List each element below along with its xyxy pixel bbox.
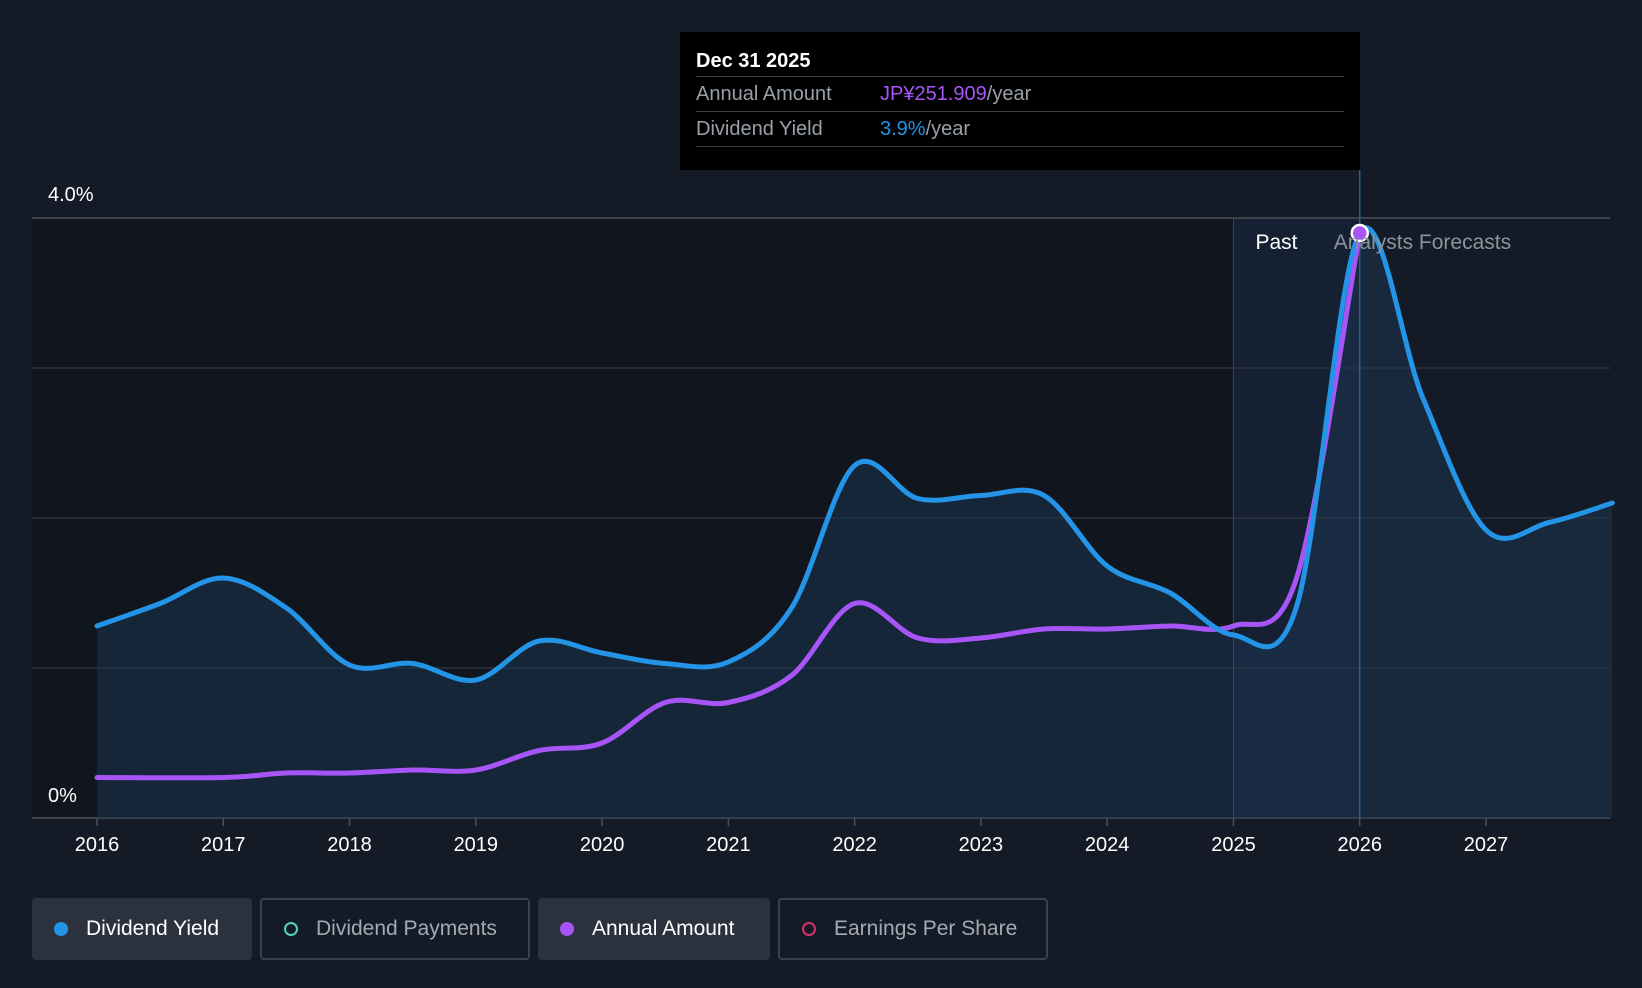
x-axis: 2016 2017 2018 2019 2020 2021 2022 2023 2024 2025… <box>75 818 1509 856</box>
legend-earnings-per-share[interactable]: Earnings Per Share <box>778 898 1048 960</box>
legend-dividend-payments-label: Dividend Payments <box>316 917 497 940</box>
tooltip-annual-amount-label: Annual Amount <box>696 83 832 105</box>
dividend-yield-line[interactable] <box>94 225 1615 683</box>
legend-earnings-per-share-label: Earnings Per Share <box>834 917 1018 940</box>
x-tick-label: 2024 <box>1085 834 1130 856</box>
x-tick-label: 2017 <box>201 834 246 856</box>
legend-dividend-payments-dot <box>284 922 298 936</box>
tooltip-annual-amount-unit: /year <box>986 83 1032 105</box>
annual-amount-line[interactable] <box>94 230 1363 781</box>
x-tick-label: 2020 <box>580 834 625 856</box>
x-tick-label: 2022 <box>832 834 877 856</box>
x-tick-label: 2023 <box>959 834 1004 856</box>
tooltip-annual-amount-row: Annual Amount JP¥251.909 /year <box>696 77 1344 112</box>
x-tick-label: 2027 <box>1464 834 1509 856</box>
legend-annual-amount[interactable]: Annual Amount <box>538 898 770 960</box>
legend-dividend-yield[interactable]: Dividend Yield <box>32 898 252 960</box>
x-tick-label: 2021 <box>706 834 751 856</box>
tooltip-dividend-yield-value: 3.9% <box>880 118 926 140</box>
legend-dividend-payments[interactable]: Dividend Payments <box>260 898 530 960</box>
x-tick-label: 2025 <box>1211 834 1256 856</box>
y-tick-label-bottom: 0% <box>48 785 77 807</box>
legend-dividend-yield-dot <box>54 922 68 936</box>
past-label: Past <box>1255 231 1297 254</box>
legend-annual-amount-label: Annual Amount <box>592 917 735 940</box>
y-tick-label-top: 4.0% <box>48 184 94 206</box>
tooltip-dividend-yield-label: Dividend Yield <box>696 118 823 140</box>
legend-dividend-yield-label: Dividend Yield <box>86 917 220 940</box>
highlight-marker[interactable] <box>1350 223 1369 243</box>
tooltip-date: Dec 31 2025 <box>696 46 1344 77</box>
tooltip-dividend-yield-unit: /year <box>925 118 971 140</box>
x-tick-label: 2019 <box>454 834 499 856</box>
tooltip-dividend-yield-row: Dividend Yield 3.9% /year <box>696 112 1344 147</box>
x-tick-label: 2018 <box>327 834 372 856</box>
x-tick-label: 2016 <box>75 834 120 856</box>
legend-earnings-per-share-dot <box>802 922 816 936</box>
forecast-label: Analysts Forecasts <box>1334 231 1511 254</box>
tooltip-annual-amount-value: JP¥251.909 <box>880 83 987 105</box>
tooltip: Dec 31 2025 Annual Amount JP¥251.909 /ye… <box>680 32 1360 170</box>
legend-annual-amount-dot <box>560 922 574 936</box>
x-tick-label: 2026 <box>1337 834 1382 856</box>
